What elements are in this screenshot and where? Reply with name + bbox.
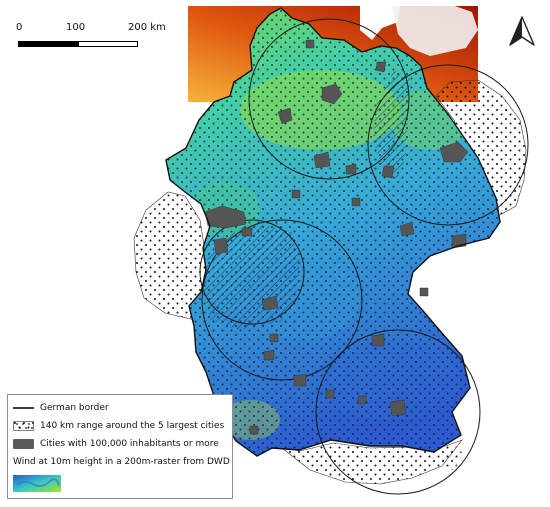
city-leipzig (399, 221, 415, 237)
city-hannover (313, 151, 331, 169)
city-berlin (439, 141, 469, 163)
city-ruhr (204, 205, 247, 229)
city-braunschweig (345, 163, 357, 175)
city-munich (389, 399, 407, 417)
city-augsburg (357, 395, 367, 405)
range-circle-berlin (367, 64, 529, 226)
cities (204, 39, 469, 435)
legend-item-border: German border (13, 401, 109, 415)
gray-box-icon (13, 439, 34, 449)
dotted-box-icon (13, 421, 34, 431)
german-border (165, 7, 501, 457)
scale-label-100: 100 (66, 22, 86, 33)
city-stuttgart (293, 373, 307, 387)
legend-item-cities: Cities with 100,000 inhabitants or more (13, 437, 219, 451)
city-nuremberg (371, 333, 385, 347)
range-circle-munich (315, 329, 481, 495)
map-legend: German border 140 km range around the 5 … (7, 394, 233, 499)
wind-raster-swatch (13, 475, 61, 492)
legend-raster-title: Wind at 10m height in a 200m-raster from… (13, 457, 230, 467)
scale-segment-black (18, 41, 78, 47)
city-misc-4 (419, 287, 429, 297)
city-karlsruhe (263, 349, 275, 361)
city-hamburg (321, 83, 343, 105)
city-misc-6 (249, 425, 259, 435)
city-rostock (375, 61, 387, 73)
city-misc-5 (325, 389, 335, 399)
city-misc-1 (269, 333, 279, 343)
legend-label: Cities with 100,000 inhabitants or more (40, 439, 219, 449)
city-magdeburg (381, 165, 395, 179)
legend-label: German border (40, 403, 109, 413)
scale-label-0: 0 (16, 22, 23, 33)
city-misc-3 (241, 227, 253, 237)
city-bremen (277, 107, 293, 125)
scale-segment-white (78, 41, 138, 47)
legend-item-range: 140 km range around the 5 largest cities (13, 419, 224, 433)
city-misc-2 (351, 197, 361, 207)
legend-label: 140 km range around the 5 largest cities (40, 421, 225, 431)
range-circle-hamburg (248, 18, 410, 180)
city-misc-7 (291, 189, 301, 199)
city-cologne (213, 237, 229, 255)
range-buffer-outside (133, 79, 527, 485)
city-kiel (305, 39, 315, 49)
north-arrow-icon (509, 16, 535, 46)
range-circle-frankfurt (201, 219, 363, 381)
solid-line-icon (13, 407, 34, 409)
scale-bar: 0 100 200 km (12, 22, 222, 62)
scale-label-200: 200 km (128, 22, 166, 33)
city-frankfurt (261, 295, 279, 311)
